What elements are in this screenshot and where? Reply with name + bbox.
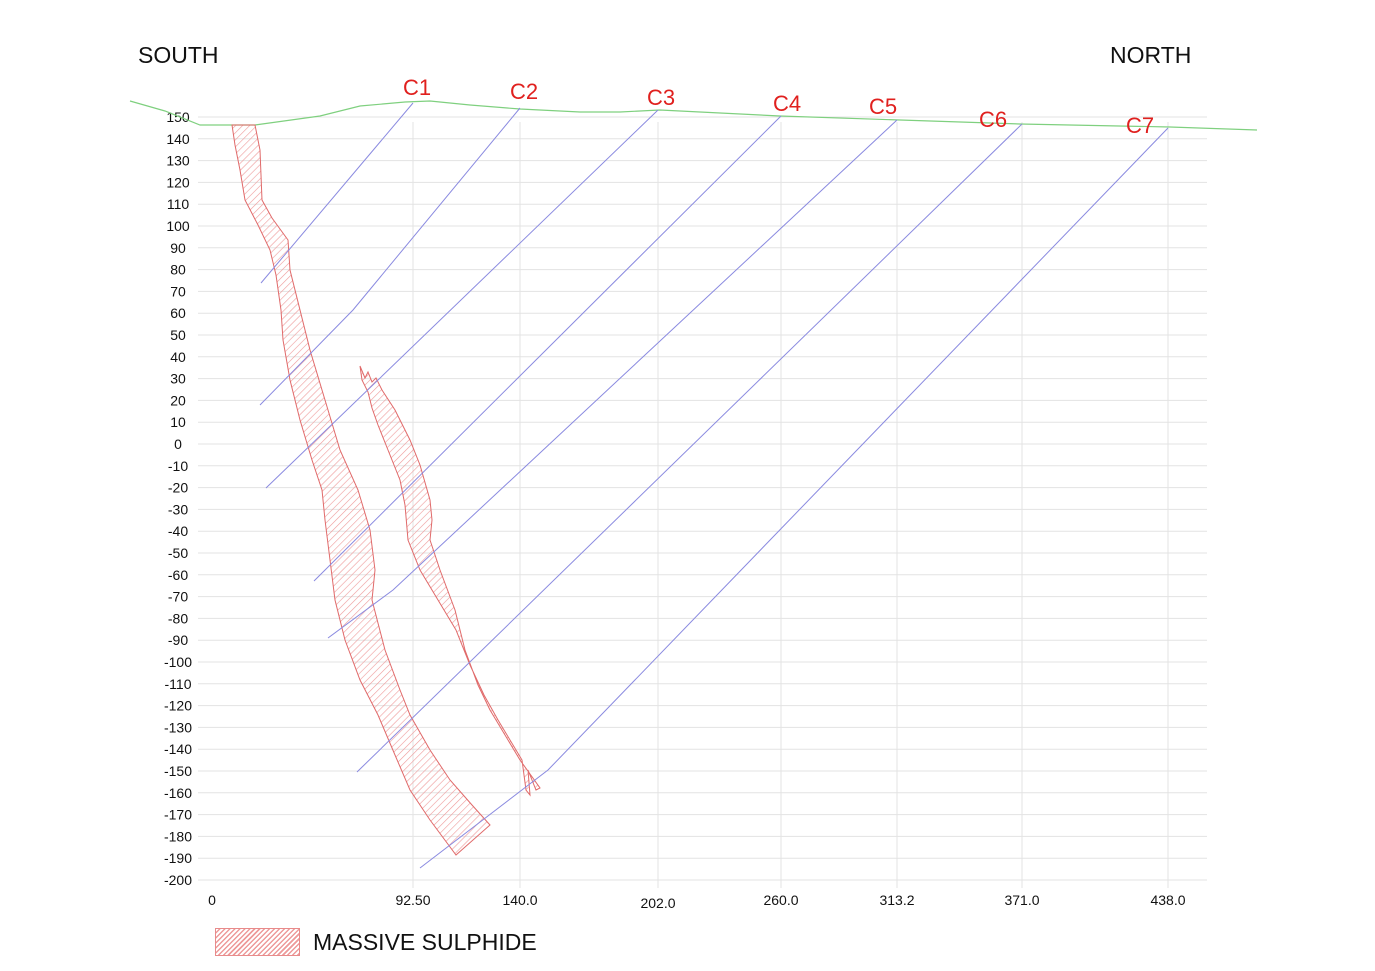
y-tick-label: -100: [164, 654, 192, 670]
y-tick-label: 50: [170, 327, 186, 343]
north-label: NORTH: [1110, 42, 1192, 68]
legend-swatch-massive-sulphide: [215, 928, 300, 956]
y-tick-label: 70: [170, 283, 186, 299]
drillhole-trace-c3: [265, 109, 659, 489]
drillhole-trace-c4: [313, 115, 782, 582]
x-tick-label: 313.2: [879, 892, 914, 908]
y-tick-label: -160: [164, 785, 192, 801]
y-tick-label: 110: [167, 196, 190, 212]
y-tick-label: 150: [166, 109, 190, 125]
y-tick-label: 140: [166, 131, 190, 147]
x-axis-labels: 0 92.50 140.0 202.0 260.0 313.2 371.0 438.0: [208, 892, 1186, 911]
y-tick-label: 80: [170, 262, 186, 278]
drillhole-trace-c6: [356, 123, 1023, 773]
drillhole-trace-c7: [419, 127, 1169, 869]
y-axis-labels: 1501401301201101009080706050403020100-10…: [164, 109, 192, 888]
y-tick-label: -70: [168, 589, 188, 605]
y-tick-label: -90: [168, 632, 188, 648]
y-tick-label: 130: [166, 153, 190, 169]
y-tick-label: 100: [166, 218, 190, 234]
drillhole-label-c3: C3: [647, 85, 675, 110]
drillhole-label-c4: C4: [773, 91, 801, 116]
y-tick-label: -60: [168, 567, 188, 583]
y-tick-label: -170: [164, 807, 192, 823]
y-tick-label: -20: [168, 480, 188, 496]
x-tick-label: 92.50: [395, 892, 430, 908]
drillhole-trace-c5: [327, 119, 898, 639]
drillholes: C1 C2 C3 C4 C5 C6 C7: [259, 75, 1169, 869]
x-tick-label: 260.0: [763, 892, 798, 908]
y-tick-label: -80: [168, 610, 188, 626]
y-tick-label: 0: [174, 436, 182, 452]
massive-sulphide-lens-secondary: [359, 365, 541, 797]
legend: MASSIVE SULPHIDE: [215, 928, 537, 956]
y-tick-label: -190: [164, 850, 192, 866]
y-tick-label: -50: [168, 545, 188, 561]
y-tick-label: -30: [168, 501, 188, 517]
y-tick-label: 120: [166, 174, 190, 190]
y-tick-label: 90: [170, 240, 186, 256]
drillhole-trace-c1: [260, 102, 414, 284]
x-tick-label: 371.0: [1004, 892, 1039, 908]
x-tick-label: 202.0: [640, 895, 675, 911]
south-label: SOUTH: [138, 42, 219, 68]
y-tick-label: 10: [170, 414, 186, 430]
y-tick-label: -150: [164, 763, 192, 779]
y-tick-label: -130: [164, 719, 192, 735]
y-tick-label: -120: [164, 698, 192, 714]
y-tick-label: 40: [170, 349, 186, 365]
y-tick-label: -140: [164, 741, 192, 757]
y-tick-label: -10: [168, 458, 188, 474]
y-tick-label: -200: [164, 872, 192, 888]
y-tick-label: -180: [164, 828, 192, 844]
x-tick-label: 140.0: [502, 892, 537, 908]
y-tick-label: -40: [168, 523, 188, 539]
y-tick-label: 30: [170, 371, 186, 387]
drillhole-label-c1: C1: [403, 75, 431, 100]
drillhole-label-c5: C5: [869, 94, 897, 119]
massive-sulphide-lens-main: [231, 124, 491, 856]
ground-surface-line: [129, 100, 1258, 131]
x-tick-label: 0: [208, 892, 216, 908]
drillhole-label-c2: C2: [510, 79, 538, 104]
drillhole-trace-c2: [259, 107, 521, 406]
x-tick-label: 438.0: [1150, 892, 1185, 908]
drillhole-label-c6: C6: [979, 107, 1007, 132]
y-tick-label: 60: [170, 305, 186, 321]
drillhole-label-c7: C7: [1126, 113, 1154, 138]
y-tick-label: 20: [170, 392, 186, 408]
y-tick-label: -110: [165, 676, 192, 692]
legend-label: MASSIVE SULPHIDE: [313, 928, 537, 955]
